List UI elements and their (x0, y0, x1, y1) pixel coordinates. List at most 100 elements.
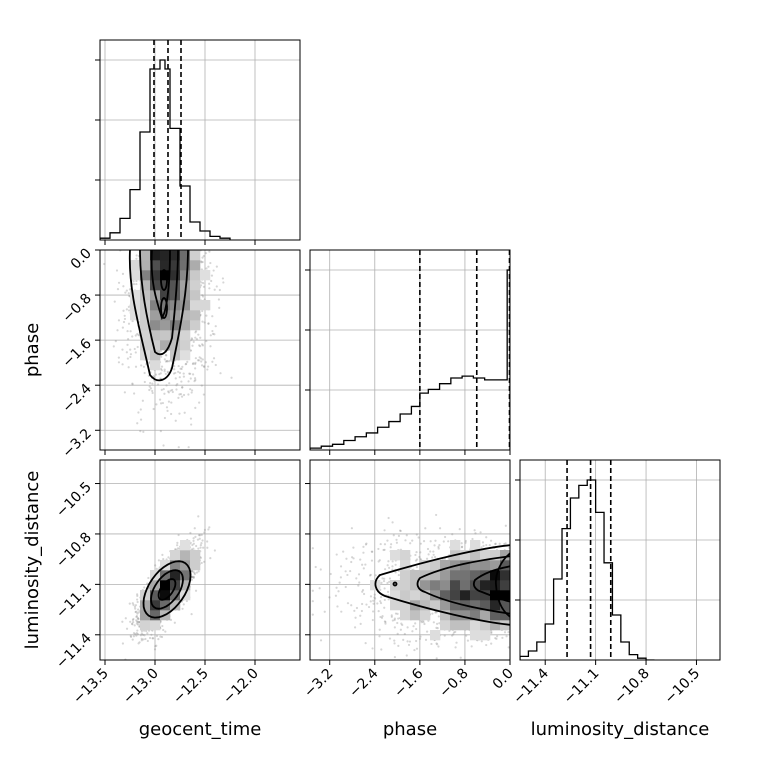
sample-point (201, 260, 204, 264)
density-cell (190, 260, 201, 271)
sample-point (126, 357, 129, 360)
sample-point (191, 575, 194, 578)
density-cell (150, 340, 161, 351)
sample-point (208, 287, 211, 290)
sample-point (138, 620, 141, 624)
density-cell (140, 600, 151, 611)
x-tick-label: −11.1 (561, 666, 603, 708)
sample-point (432, 553, 435, 556)
y-tick-label: 0.0 (68, 246, 95, 273)
sample-point (129, 634, 132, 637)
sample-point (192, 537, 195, 540)
sample-point (171, 388, 174, 392)
sample-point (173, 365, 176, 368)
sample-point (195, 337, 198, 341)
sample-point (195, 544, 198, 548)
sample-point (140, 629, 144, 633)
y-tick-label: −0.8 (59, 291, 94, 326)
sample-point (350, 556, 354, 559)
sample-point (507, 630, 510, 634)
sample-point (187, 446, 190, 449)
sample-point (379, 615, 382, 619)
sample-point (131, 319, 134, 323)
x-tick-label: −13.0 (120, 666, 162, 708)
sample-point (137, 618, 140, 621)
sample-point (485, 643, 488, 647)
sample-point (185, 599, 188, 603)
sample-point (200, 260, 203, 263)
density-cell (160, 260, 171, 271)
sample-point (127, 292, 130, 295)
sample-point (432, 550, 435, 553)
sample-point (159, 635, 162, 638)
contour-line (139, 250, 179, 356)
x-tick-label: −12.0 (220, 666, 262, 708)
sample-point (396, 621, 399, 625)
sample-point (138, 641, 141, 644)
panel-frame (99, 249, 301, 451)
density-cell (180, 330, 191, 341)
sample-point (135, 610, 138, 613)
sample-point (192, 362, 195, 365)
sample-point (177, 396, 180, 400)
sample-point (136, 633, 139, 636)
sample-point (194, 336, 197, 339)
density-cell (180, 550, 191, 561)
density-cell (170, 260, 181, 271)
sample-point (175, 388, 178, 391)
density-cell (160, 590, 171, 601)
density-cell (180, 260, 191, 271)
sample-point (218, 288, 221, 292)
sample-point (128, 294, 131, 298)
sample-point (374, 574, 377, 577)
sample-point (191, 543, 194, 547)
sample-point (174, 548, 177, 551)
sample-point (135, 615, 138, 619)
density-cell (150, 320, 161, 331)
sample-point (171, 390, 174, 394)
sample-point (184, 363, 187, 366)
sample-point (134, 365, 138, 368)
density-cell (160, 250, 171, 261)
sample-point (205, 314, 208, 317)
sample-point (135, 634, 138, 637)
sample-point (190, 548, 193, 551)
sample-point (133, 605, 137, 608)
sample-point (134, 632, 137, 636)
sample-point (203, 528, 207, 531)
sample-point (187, 380, 190, 383)
density-cell (180, 300, 191, 311)
sample-point (131, 335, 134, 338)
sample-point (181, 386, 184, 389)
sample-point (148, 636, 152, 640)
density-cell (130, 260, 141, 271)
sample-point (122, 309, 125, 312)
y-tick-label: −10.5 (53, 479, 95, 521)
density-cell (140, 340, 151, 351)
sample-point (136, 629, 139, 632)
sample-point (194, 331, 197, 334)
sample-point (167, 556, 170, 559)
density-cell (150, 600, 161, 611)
sample-point (136, 616, 139, 620)
sample-point (127, 338, 130, 341)
sample-point (127, 309, 131, 312)
density-cell (160, 290, 171, 301)
density-cell (160, 270, 171, 281)
density-cell (180, 560, 191, 571)
sample-point (164, 360, 168, 363)
sample-point (222, 281, 225, 284)
sample-point (174, 419, 177, 422)
sample-point (132, 635, 136, 638)
sample-point (215, 285, 218, 288)
sample-point (136, 600, 139, 604)
density-cell (200, 300, 211, 311)
sample-point (159, 377, 162, 380)
sample-point (434, 611, 437, 614)
sample-point (210, 279, 213, 283)
sample-point (157, 559, 161, 562)
sample-point (504, 542, 507, 545)
sample-point (214, 363, 217, 367)
sample-point (133, 392, 136, 395)
sample-point (164, 354, 167, 357)
